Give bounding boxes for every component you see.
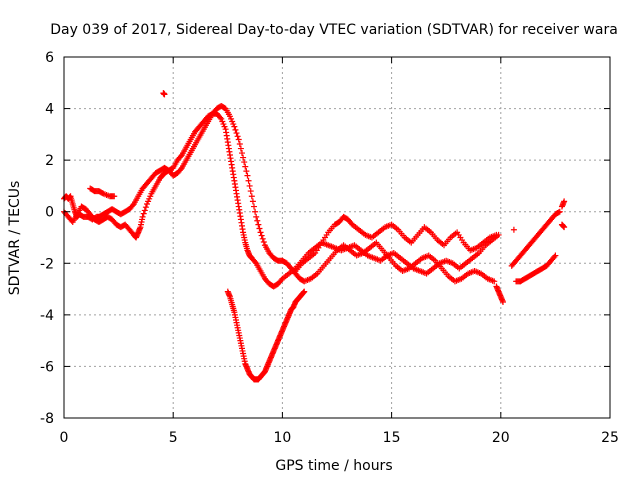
grid-layer <box>64 57 610 418</box>
data-point <box>142 204 149 211</box>
series-track-d <box>224 288 308 383</box>
data-point <box>232 126 239 133</box>
data-point <box>247 188 254 195</box>
data-point <box>493 231 500 238</box>
x-tick-label: 5 <box>169 430 178 446</box>
x-tick-label: 25 <box>601 430 619 446</box>
data-point <box>244 172 251 179</box>
series-track-f <box>508 208 563 269</box>
data-point <box>238 150 245 157</box>
data-point <box>252 208 259 215</box>
data-point <box>252 258 259 265</box>
series-track-i <box>558 198 568 210</box>
series-track-j <box>87 185 118 200</box>
data-point <box>257 229 264 236</box>
data-point <box>242 163 249 170</box>
data-point <box>235 136 242 143</box>
series-track-k <box>160 90 168 98</box>
data-point <box>551 253 558 260</box>
data-point <box>499 298 506 305</box>
y-tick-label: 6 <box>45 50 54 66</box>
data-point <box>259 235 266 242</box>
plot-frame <box>63 56 611 419</box>
series-track-a <box>61 110 502 290</box>
data-point <box>249 198 256 205</box>
data-point <box>246 182 253 189</box>
y-tick-label: 0 <box>45 205 54 221</box>
data-point <box>258 232 265 239</box>
series-track-c <box>292 213 500 275</box>
data-point <box>245 177 252 184</box>
data-point <box>552 252 559 259</box>
series-track-h <box>558 221 568 231</box>
tick-layer: 0 5 10 15 20 25 -8 -6 -4 -2 0 2 4 6 <box>40 50 619 446</box>
data-point <box>237 145 244 152</box>
data-point <box>243 168 250 175</box>
data-point <box>491 278 498 285</box>
data-point <box>561 224 568 231</box>
data-point <box>161 91 168 98</box>
data-point <box>251 203 258 210</box>
x-tick-label: 15 <box>383 430 401 446</box>
data-point <box>217 114 224 121</box>
data-point <box>99 190 106 197</box>
data-point <box>141 207 148 214</box>
series-track-b <box>61 102 498 285</box>
data-point <box>260 239 267 246</box>
data-point <box>254 217 261 224</box>
data-point <box>177 166 184 173</box>
data-point <box>129 202 136 209</box>
data-point <box>301 288 308 295</box>
data-point <box>233 130 240 137</box>
x-axis-label: GPS time / hours <box>275 458 392 474</box>
y-tick-label: -6 <box>40 359 54 375</box>
chart-title: Day 039 of 2017, Sidereal Day-to-day VTE… <box>50 22 618 38</box>
data-point <box>231 123 238 130</box>
data-point <box>255 221 262 228</box>
data-point <box>510 226 517 233</box>
y-tick-label: 2 <box>45 153 54 169</box>
y-axis-label: SDTVAR / TECUs <box>7 181 23 296</box>
data-point <box>253 213 260 220</box>
y-tick-label: -2 <box>40 256 54 272</box>
series-track-e <box>493 283 506 305</box>
data-point <box>256 225 263 232</box>
series-track-g <box>513 252 559 285</box>
data-point <box>139 213 146 220</box>
data-point <box>240 154 247 161</box>
x-tick-label: 10 <box>273 430 291 446</box>
data-point <box>177 153 184 160</box>
data-point <box>555 209 562 216</box>
data-layer <box>61 90 568 383</box>
y-tick-label: 4 <box>45 102 54 118</box>
data-point <box>140 210 147 217</box>
data-point <box>234 133 241 140</box>
y-tick-label: -8 <box>40 411 54 427</box>
series-track-l <box>510 226 517 233</box>
data-point <box>111 193 118 200</box>
data-point <box>241 159 248 166</box>
x-tick-label: 20 <box>492 430 510 446</box>
data-point <box>236 141 243 148</box>
data-point <box>556 208 563 215</box>
data-point <box>248 193 255 200</box>
x-tick-label: 0 <box>60 430 69 446</box>
data-point <box>561 198 568 205</box>
y-tick-label: -4 <box>40 308 54 324</box>
